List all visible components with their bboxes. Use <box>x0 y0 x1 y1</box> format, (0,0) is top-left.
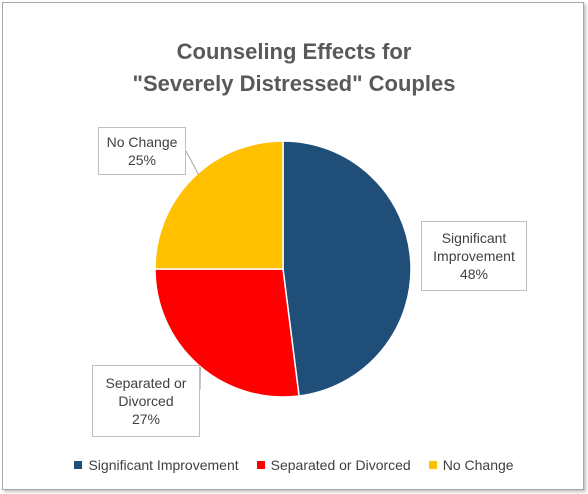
legend-item-separated-or-divorced: Separated or Divorced <box>256 457 411 473</box>
data-label-no-change: No Change 25% <box>98 127 186 175</box>
data-label-value: 27% <box>131 411 161 427</box>
chart-title-line-1: Counseling Effects for <box>176 39 412 64</box>
chart-title-line-2: "Severely Distressed" Couples <box>132 71 456 96</box>
legend-label: Significant Improvement <box>88 457 239 473</box>
legend-swatch <box>256 461 265 469</box>
data-label-line: Significant <box>441 230 507 246</box>
data-label-value: 48% <box>459 266 489 282</box>
leader-line-no-change <box>185 150 199 175</box>
data-label-line: Separated or <box>105 375 187 391</box>
legend-swatch <box>428 461 437 469</box>
chart-title: Counseling Effects for "Severely Distres… <box>3 36 585 100</box>
pie-slice-significant-improvement <box>282 140 412 397</box>
pie-slices <box>154 140 412 398</box>
legend-label: No Change <box>442 457 514 473</box>
data-label-line: No Change <box>106 134 178 150</box>
data-label-separated-or-divorced: Separated or Divorced 27% <box>92 365 200 437</box>
legend-label: Separated or Divorced <box>270 457 411 473</box>
leader-lines <box>185 150 201 391</box>
data-label-value: 25% <box>127 152 157 168</box>
chart-legend: Significant Improvement Separated or Div… <box>0 454 588 476</box>
legend-item-no-change: No Change <box>428 457 514 473</box>
legend-swatch <box>74 461 83 469</box>
data-label-significant-improvement: Significant Improvement 48% <box>421 221 527 291</box>
pie-slice-no-change <box>154 140 284 270</box>
data-label-line: Improvement <box>433 248 515 264</box>
legend-item-significant-improvement: Significant Improvement <box>74 457 239 473</box>
data-label-line: Divorced <box>118 393 174 409</box>
